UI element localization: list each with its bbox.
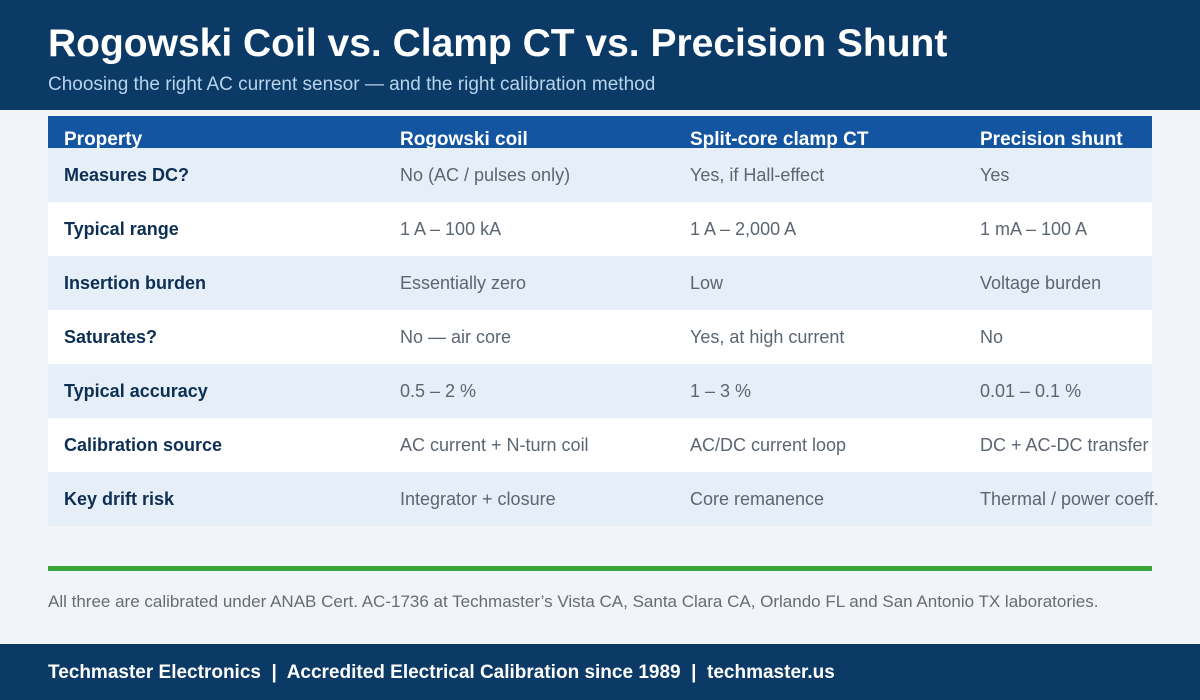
rogowski-cell: Essentially zero <box>400 273 527 293</box>
rogowski-cell: No — air core <box>400 327 512 347</box>
clamp-ct-cell: 1 – 3 % <box>690 381 752 401</box>
table-row: Measures DC? No (AC / pulses only) Yes, … <box>48 148 1152 202</box>
column-header-clamp-ct: Split-core clamp CT <box>690 129 869 148</box>
shunt-cell: DC + AC-DC transfer <box>980 435 1149 455</box>
shunt-cell: Thermal / power coeff. <box>980 489 1159 509</box>
table-row: Key drift risk Integrator + closure Core… <box>48 472 1159 526</box>
clamp-ct-cell: Low <box>690 273 724 293</box>
property-cell: Typical range <box>64 219 179 239</box>
table-row: Typical range 1 A – 100 kA 1 A – 2,000 A… <box>48 202 1152 256</box>
property-cell: Saturates? <box>64 327 158 347</box>
rogowski-cell: No (AC / pulses only) <box>400 165 571 185</box>
shunt-cell: 1 mA – 100 A <box>980 219 1088 239</box>
clamp-ct-cell: AC/DC current loop <box>690 435 847 455</box>
property-cell: Measures DC? <box>64 165 190 185</box>
clamp-ct-cell: Yes, if Hall-effect <box>690 165 825 185</box>
comparison-table: Measures DC? No (AC / pulses only) Yes, … <box>48 116 1159 526</box>
clamp-ct-cell: 1 A – 2,000 A <box>690 219 797 239</box>
property-cell: Key drift risk <box>64 489 175 509</box>
shunt-cell: 0.01 – 0.1 % <box>980 381 1082 401</box>
page-subtitle: Choosing the right AC current sensor — a… <box>48 74 656 95</box>
column-header-shunt: Precision shunt <box>980 129 1123 148</box>
shunt-cell: Voltage burden <box>980 273 1102 293</box>
column-header-property: Property <box>64 129 143 148</box>
rogowski-cell: AC current + N-turn coil <box>400 435 589 455</box>
shunt-cell: Yes <box>980 165 1010 185</box>
property-cell: Calibration source <box>64 435 223 455</box>
table-row: Insertion burden Essentially zero Low Vo… <box>48 256 1152 310</box>
property-cell: Typical accuracy <box>64 381 208 401</box>
column-header-rogowski: Rogowski coil <box>400 129 528 148</box>
header-banner: Rogowski Coil vs. Clamp CT vs. Precision… <box>0 0 1200 110</box>
table-row: Saturates? No — air core Yes, at high cu… <box>48 310 1152 364</box>
page-title: Rogowski Coil vs. Clamp CT vs. Precision… <box>48 22 948 65</box>
rogowski-cell: 0.5 – 2 % <box>400 381 477 401</box>
clamp-ct-cell: Core remanence <box>690 489 825 509</box>
property-cell: Insertion burden <box>64 273 207 293</box>
accreditation-note: All three are calibrated under ANAB Cert… <box>48 592 1099 611</box>
table-header-row: Property Rogowski coil Split-core clamp … <box>48 116 1152 148</box>
clamp-ct-cell: Yes, at high current <box>690 327 845 347</box>
rogowski-cell: 1 A – 100 kA <box>400 219 502 239</box>
table-row: Calibration source AC current + N-turn c… <box>48 418 1152 472</box>
rogowski-cell: Integrator + closure <box>400 489 556 509</box>
footer-banner: Techmaster Electronics | Accredited Elec… <box>0 644 1200 700</box>
shunt-cell: No <box>980 327 1004 347</box>
accent-divider <box>48 566 1152 571</box>
footer-text: Techmaster Electronics | Accredited Elec… <box>48 662 835 683</box>
table-row: Typical accuracy 0.5 – 2 % 1 – 3 % 0.01 … <box>48 364 1152 418</box>
